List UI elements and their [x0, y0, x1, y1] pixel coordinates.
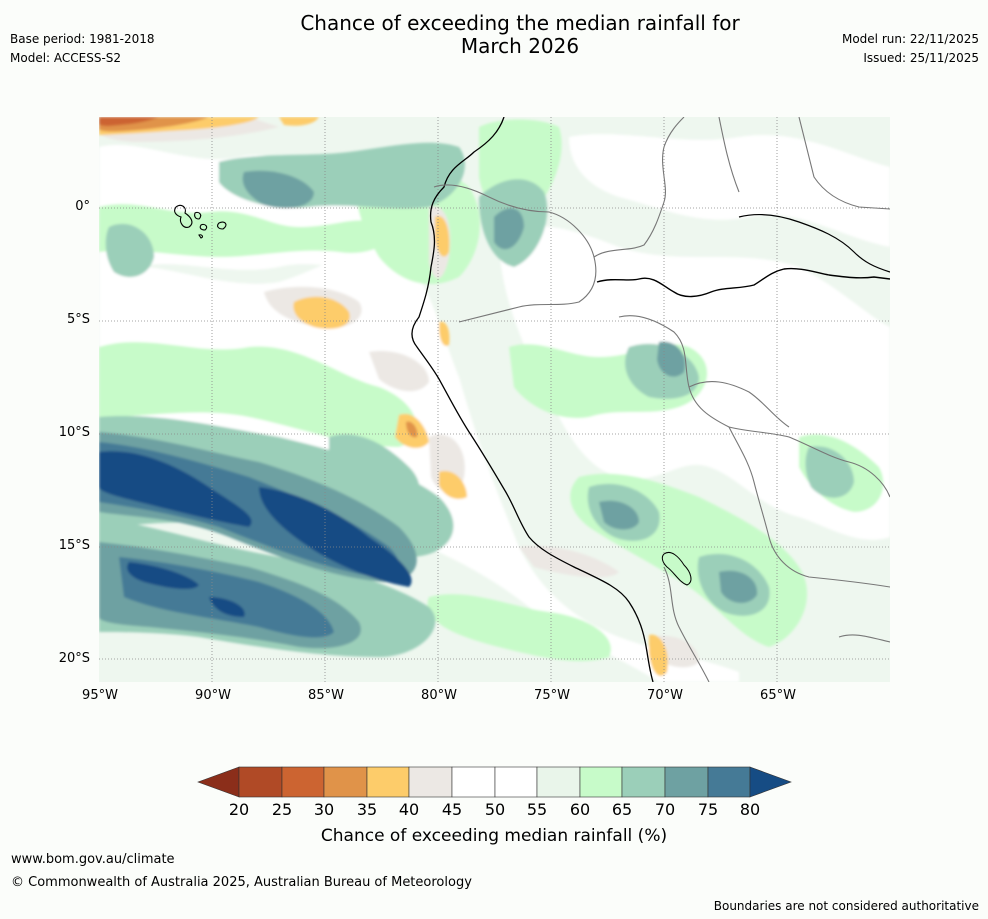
- region-60-65-b: [99, 342, 417, 447]
- lon-label-80w: 80°W: [421, 688, 457, 703]
- colorbar-title: Chance of exceeding median rainfall (%): [320, 826, 668, 846]
- region-60-65: [99, 204, 391, 257]
- region-above-80-c: [127, 562, 199, 589]
- colorbar-tick-30: 30: [313, 800, 335, 819]
- region-65-70-j: [805, 446, 854, 498]
- issued-date: Issued: 25/11/2025: [863, 51, 979, 65]
- region-35-40: [293, 296, 350, 329]
- colorbar: [195, 765, 795, 805]
- lat-label-10s: 10°S: [58, 425, 90, 440]
- region-25-30: [99, 117, 159, 126]
- coastline: [411, 117, 654, 682]
- colorbar-40-45: [408, 766, 453, 798]
- lon-label-65w: 65°W: [760, 688, 796, 703]
- lat-label-15s: 15°S: [58, 538, 90, 553]
- region-70-75-c: [242, 170, 314, 209]
- colorbar-30-35: [323, 766, 368, 798]
- galapagos-islands: [174, 204, 227, 239]
- colorbar-60-65: [579, 766, 623, 798]
- lon-label-90w: 90°W: [195, 688, 231, 703]
- colorbar-65-70: [621, 766, 666, 798]
- meta-left: Base period: 1981-2018 Model: ACCESS-S2: [10, 30, 155, 68]
- colorbar-svg: [197, 766, 792, 798]
- colorbar-45-50: [451, 766, 496, 798]
- colorbar-35-40: [366, 766, 410, 798]
- region-35-40-h: [279, 117, 319, 126]
- colorbar-tick-60: 60: [569, 800, 591, 819]
- rainfall-map: [99, 117, 890, 682]
- colorbar-below-20: [197, 766, 240, 798]
- website-url: www.bom.gov.au/climate: [11, 852, 175, 867]
- colorbar-75-80: [707, 766, 751, 798]
- region-35-40-f: [649, 634, 668, 676]
- region-65-70-i: [105, 223, 154, 277]
- colorbar-tick-25: 25: [271, 800, 293, 819]
- region-30-35-b: [406, 421, 418, 438]
- base-period: Base period: 1981-2018: [10, 32, 155, 46]
- lake-titicaca: [661, 551, 692, 586]
- region-65-70-d: [329, 434, 420, 512]
- region-70-75-f: [719, 570, 758, 603]
- region-above-80-d: [209, 597, 245, 617]
- colorbar-tick-80: 80: [739, 800, 761, 819]
- country-borders: [433, 117, 890, 682]
- colorbar-tick-70: 70: [654, 800, 676, 819]
- colorbar-tick-45: 45: [441, 800, 463, 819]
- lat-label-5s: 5°S: [66, 312, 90, 327]
- colorbar-tick-35: 35: [356, 800, 378, 819]
- lon-label-70w: 70°W: [647, 688, 683, 703]
- region-35-40-e: [439, 321, 450, 346]
- boundary-disclaimer: Boundaries are not considered authoritat…: [713, 899, 979, 913]
- colorbar-tick-40: 40: [398, 800, 420, 819]
- copyright-notice: © Commonwealth of Australia 2025, Austra…: [11, 875, 472, 890]
- region-70-75-e: [599, 500, 639, 530]
- colorbar-55-60: [536, 766, 581, 798]
- title-line-2: March 2026: [460, 34, 580, 58]
- river-line: [596, 267, 890, 298]
- lat-label-20s: 20°S: [58, 651, 90, 666]
- region-40-45-e: [519, 546, 619, 578]
- colorbar-70-75: [664, 766, 709, 798]
- region-35-40-d: [435, 216, 450, 257]
- lat-label-0: 0°: [75, 199, 90, 214]
- graticule: [99, 117, 890, 682]
- colorbar-tick-50: 50: [484, 800, 506, 819]
- region-above-80: [99, 451, 252, 527]
- colorbar-tick-55: 55: [526, 800, 548, 819]
- meta-right: Model run: 22/11/2025 Issued: 25/11/2025: [842, 30, 979, 68]
- lon-label-95w: 95°W: [82, 688, 118, 703]
- region-70-75-d: [494, 208, 524, 250]
- model-name: Model: ACCESS-S2: [10, 51, 122, 65]
- region-70-75-g: [657, 341, 685, 377]
- colorbar-tick-20: 20: [228, 800, 250, 819]
- colorbar-25-30: [281, 766, 325, 798]
- lon-label-85w: 85°W: [308, 688, 344, 703]
- title-line-1: Chance of exceeding the median rainfall …: [300, 11, 740, 35]
- colorbar-tick-65: 65: [611, 800, 633, 819]
- region-40-45-d: [369, 351, 429, 392]
- colorbar-20-25: [238, 766, 283, 798]
- region-45-55-north: [569, 134, 890, 247]
- river-east: [738, 213, 890, 273]
- region-above-80-b: [259, 487, 412, 587]
- lon-label-75w: 75°W: [534, 688, 570, 703]
- model-run-date: Model run: 22/11/2025: [841, 32, 979, 46]
- map-title: Chance of exceeding the median rainfall …: [0, 12, 988, 58]
- map-svg: [99, 117, 890, 682]
- colorbar-above-80: [749, 766, 792, 798]
- colorbar-50-55: [494, 766, 538, 798]
- region-60-65-f: [427, 594, 611, 662]
- region-35-40-c: [439, 471, 467, 499]
- colorbar-tick-75: 75: [697, 800, 719, 819]
